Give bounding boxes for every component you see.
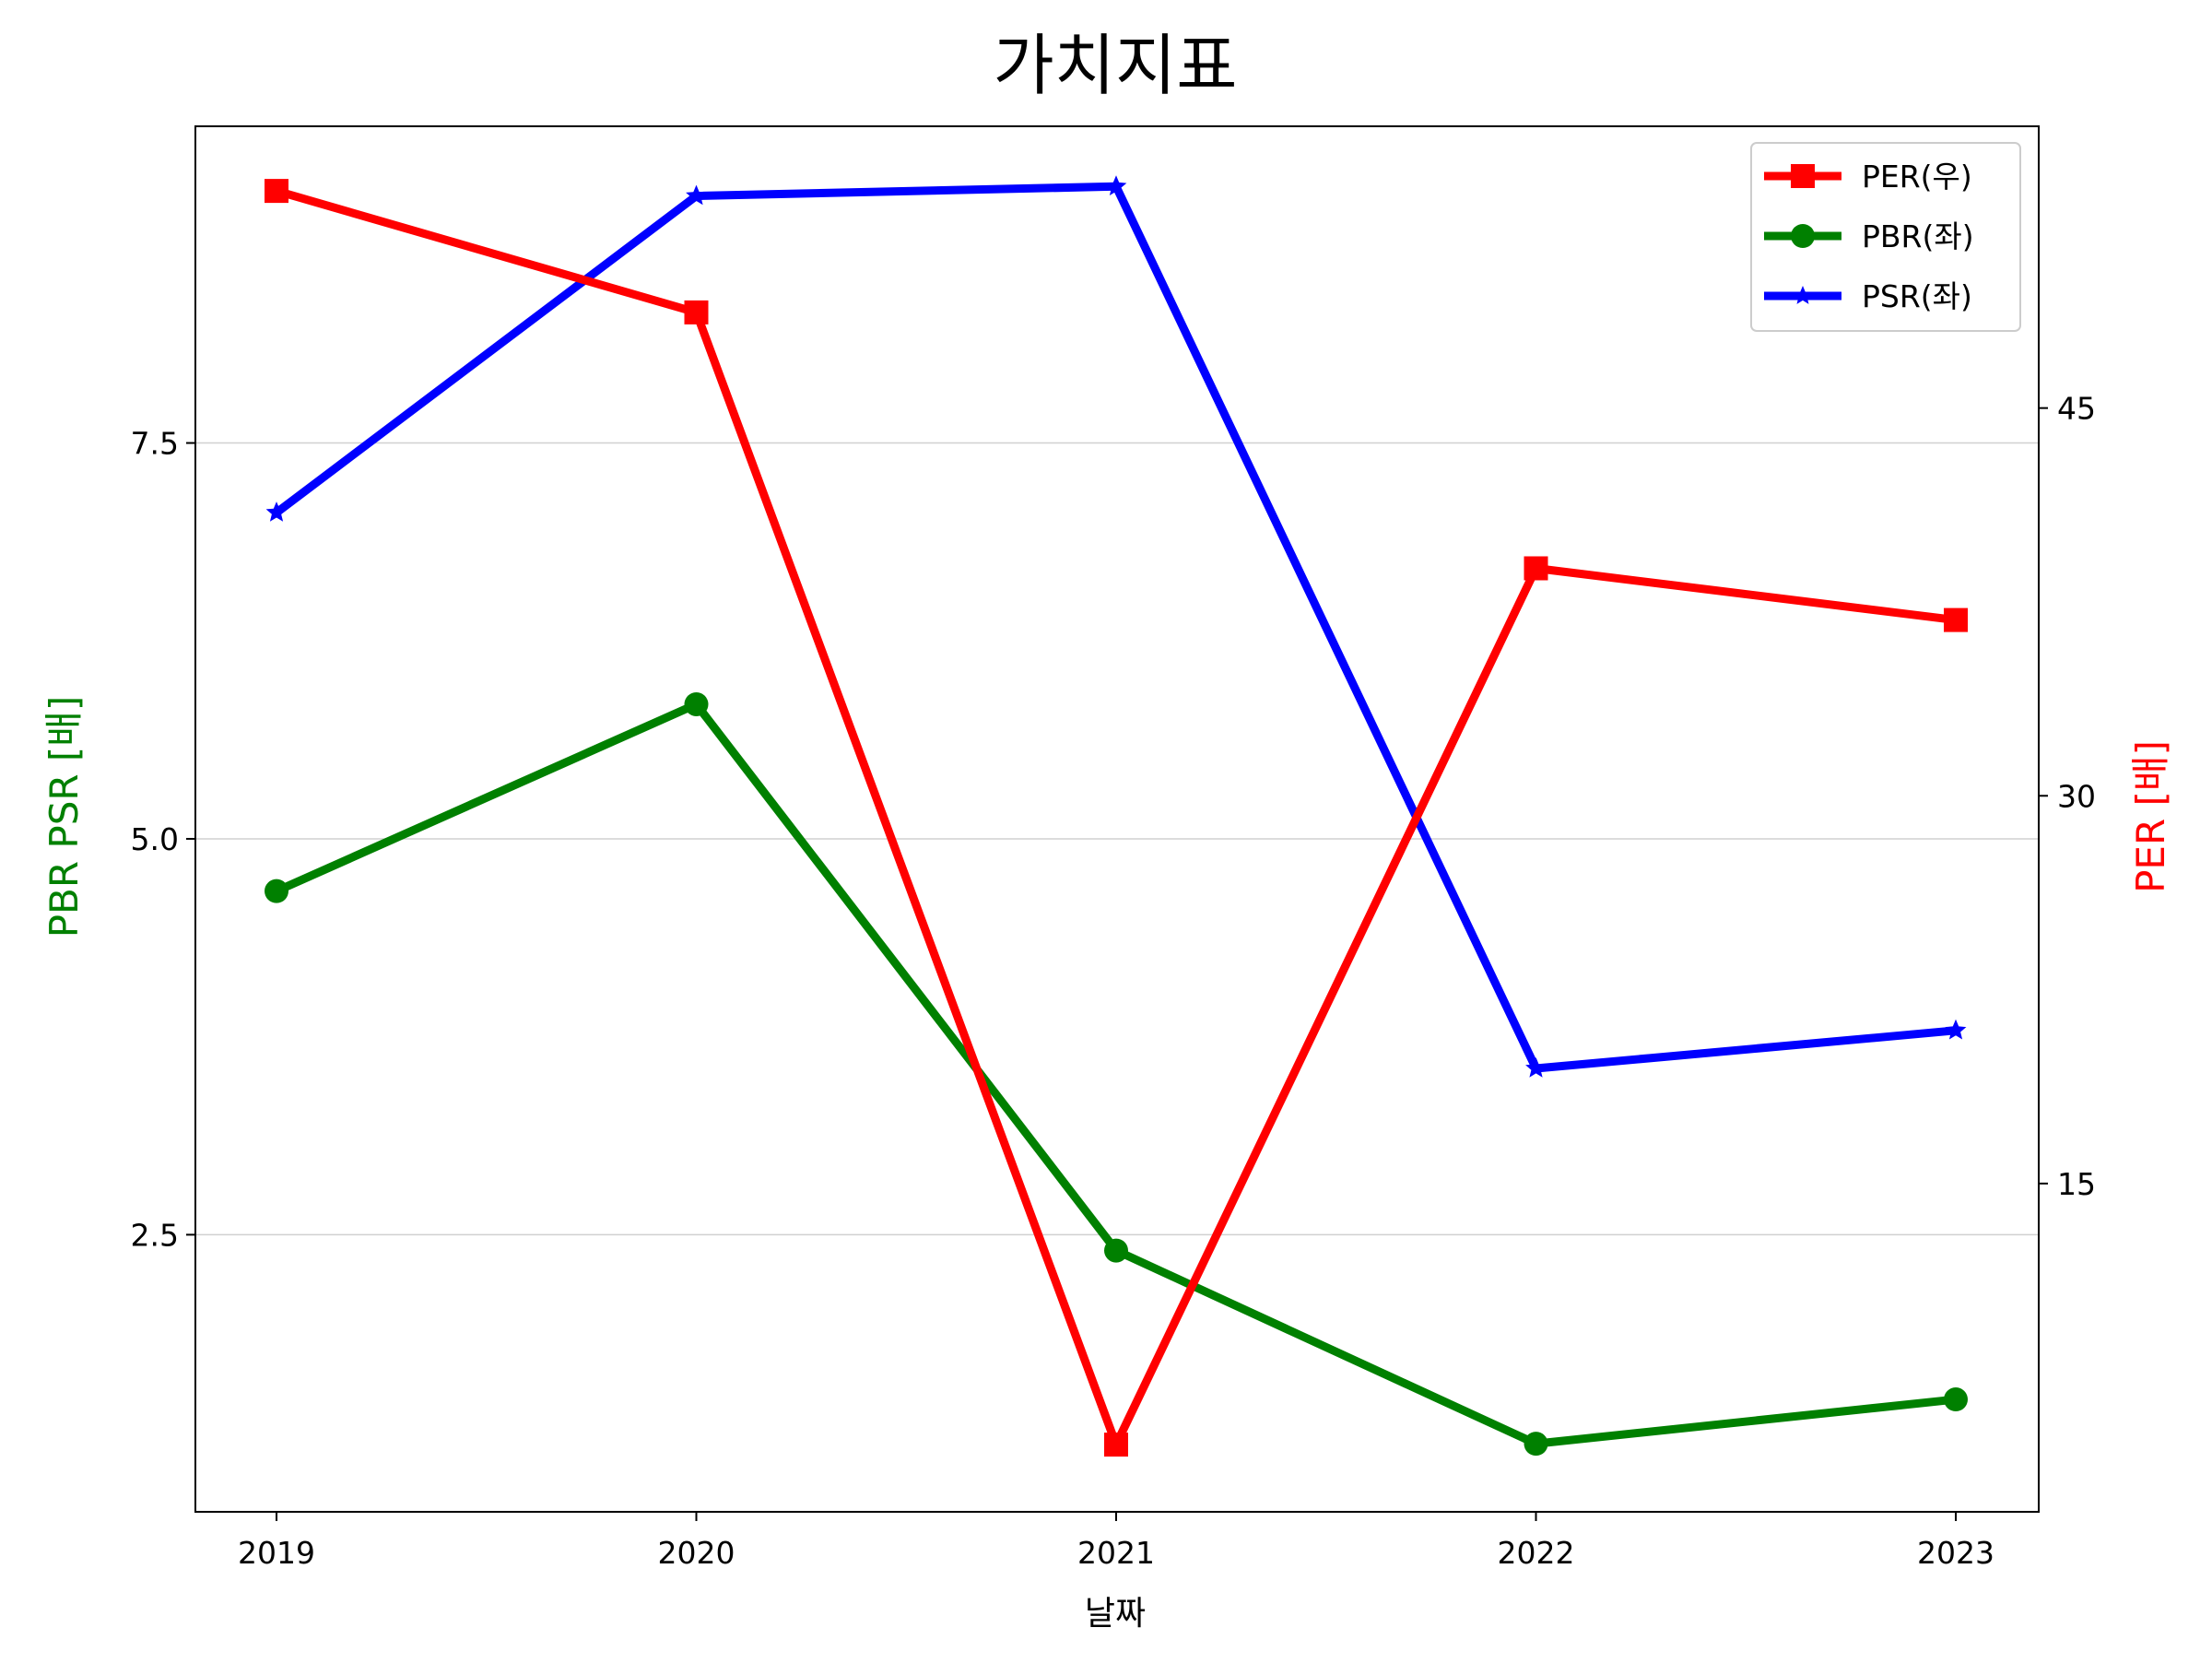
right-y-tick-label: 15: [2057, 1166, 2096, 1202]
data-point-per: [1524, 556, 1548, 581]
legend-marker: [1791, 164, 1815, 188]
series-per: [265, 179, 1968, 1457]
legend-label: PSR(좌): [1862, 278, 1972, 314]
legend-label: PER(우): [1862, 159, 1972, 195]
right-y-tick-label: 30: [2057, 778, 2096, 814]
data-point-per: [684, 300, 709, 324]
legend-item-pbr: PBR(좌): [1764, 218, 1974, 254]
data-point-psr: [1105, 175, 1127, 195]
series-psr: [265, 175, 1967, 1078]
data-point-psr: [265, 501, 288, 522]
x-tick-label: 2019: [238, 1535, 315, 1571]
data-point-pbr: [1104, 1238, 1128, 1263]
series-pbr: [265, 691, 1968, 1457]
left-y-tick-label: 7.5: [131, 426, 179, 462]
legend-marker: [1793, 286, 1813, 304]
data-point-per: [1104, 1433, 1128, 1457]
legend-item-psr: PSR(좌): [1764, 278, 1972, 314]
left-y-tick-label: 2.5: [131, 1217, 179, 1253]
right-axis-label: PER [배]: [2128, 740, 2173, 893]
chart-title: 가치지표: [994, 27, 1238, 104]
left-axis-label: PBR PSR [배]: [41, 696, 87, 938]
legend-label: PBR(좌): [1862, 218, 1974, 254]
legend-item-per: PER(우): [1764, 159, 1972, 195]
x-tick-label: 2021: [1077, 1535, 1155, 1571]
data-point-pbr: [684, 691, 709, 716]
data-point-pbr: [265, 879, 288, 903]
data-point-psr: [1945, 1019, 1967, 1040]
left-y-tick-label: 5.0: [131, 821, 179, 857]
x-axis-label: 날짜: [1085, 1595, 1146, 1633]
legend-marker: [1791, 224, 1815, 248]
x-tick-label: 2023: [1917, 1535, 1994, 1571]
data-point-per: [1944, 607, 1968, 632]
data-point-per: [265, 179, 288, 204]
x-tick-label: 2020: [658, 1535, 735, 1571]
legend-box: [1750, 142, 2021, 332]
data-point-psr: [686, 184, 707, 206]
data-point-pbr: [1944, 1387, 1968, 1412]
data-point-psr: [1525, 1057, 1547, 1078]
right-y-tick-label: 45: [2057, 391, 2096, 427]
data-point-pbr: [1524, 1432, 1548, 1457]
x-tick-label: 2022: [1498, 1535, 1575, 1571]
